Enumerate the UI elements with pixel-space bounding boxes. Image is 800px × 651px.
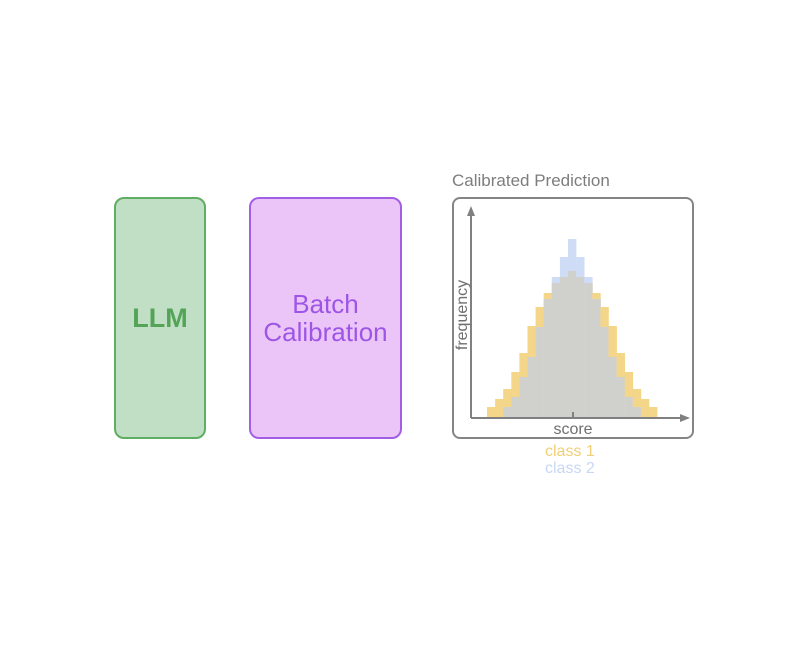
overlap-bar bbox=[616, 377, 625, 417]
plot-frame bbox=[452, 197, 694, 439]
overlap-bar bbox=[543, 299, 553, 417]
class1-bar bbox=[649, 407, 658, 417]
class1-bar bbox=[624, 372, 634, 417]
class1-bar bbox=[632, 389, 642, 417]
legend-class-2: class 2 bbox=[545, 460, 595, 477]
calibration-label-line1: Batch bbox=[292, 289, 359, 319]
class1-bar bbox=[511, 372, 520, 417]
plot-title: Calibrated Prediction bbox=[452, 171, 610, 190]
class1-bar bbox=[495, 399, 504, 417]
overlap-bar bbox=[632, 407, 642, 417]
class1-bar bbox=[503, 389, 512, 417]
overlap-bar bbox=[519, 377, 528, 417]
class1-bar bbox=[640, 399, 650, 417]
overlap-bar bbox=[527, 357, 536, 417]
overlap-bar bbox=[584, 283, 593, 417]
overlap-bar bbox=[592, 299, 601, 417]
class1-bar bbox=[487, 407, 496, 417]
calibration-label-line2: Calibration bbox=[263, 317, 388, 347]
overlap-bar bbox=[568, 271, 577, 417]
legend-class-1: class 1 bbox=[545, 443, 595, 460]
overlap-bar bbox=[503, 407, 512, 417]
overlap-bar bbox=[511, 397, 520, 417]
y-axis-label: frequency bbox=[454, 280, 471, 350]
llm-block: LLM bbox=[114, 197, 206, 439]
overlap-bar bbox=[535, 327, 544, 417]
overlap-bar bbox=[576, 277, 585, 417]
overlap-bar bbox=[551, 283, 561, 417]
overlap-bar bbox=[624, 397, 634, 417]
overlap-bar bbox=[608, 357, 617, 417]
y-axis-arrow-icon bbox=[467, 206, 475, 216]
overlap-bar bbox=[600, 327, 609, 417]
batch-calibration-block: Batch Calibration bbox=[249, 197, 402, 439]
x-axis-label: score bbox=[553, 421, 592, 438]
x-axis-arrow-icon bbox=[680, 414, 690, 422]
llm-label: LLM bbox=[132, 302, 188, 333]
overlap-bar bbox=[559, 277, 569, 417]
